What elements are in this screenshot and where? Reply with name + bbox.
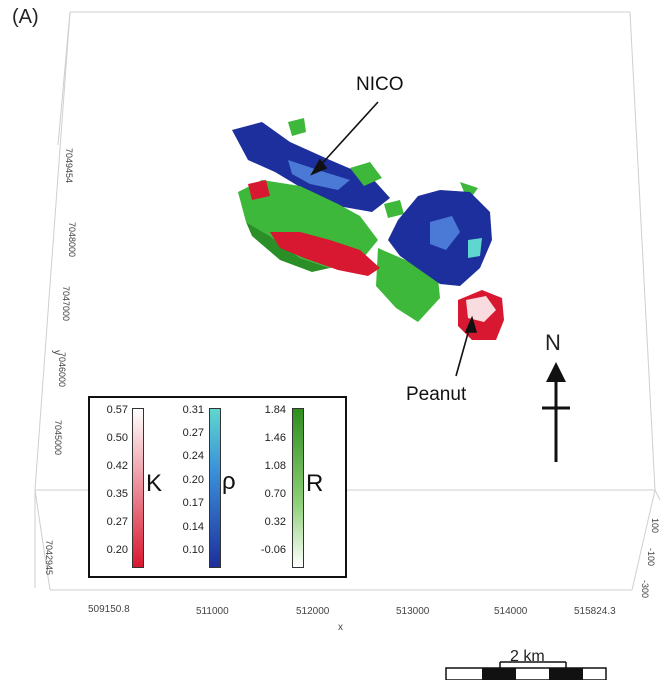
scale-bar [445, 661, 607, 680]
peanut-highlight [466, 296, 496, 322]
r-tick: 0.32 [264, 516, 286, 528]
x-tick: 511000 [196, 606, 229, 617]
y-tick: 7042945 [44, 540, 54, 576]
ore-bodies [232, 118, 504, 340]
r-tick: 1.84 [264, 404, 286, 416]
y-axis-label: y [51, 350, 62, 355]
x-tick: 514000 [494, 606, 528, 617]
rho-tick: 0.20 [182, 474, 204, 486]
y-tick: 7047000 [61, 286, 71, 322]
y-tick: 7049454 [64, 148, 74, 184]
legend: 0.57 0.50 0.42 0.35 0.27 0.20 K 0.31 0.2… [88, 396, 347, 578]
x-tick: 515824.3 [574, 606, 616, 617]
r-body-east [376, 248, 440, 322]
x-tick: 509150.8 [88, 604, 130, 615]
k-colorbar [132, 408, 144, 568]
rho-tick: 0.17 [182, 497, 204, 509]
rho-symbol: ρ [222, 468, 236, 495]
k-tick: 0.50 [106, 432, 128, 444]
k-tick: 0.42 [106, 460, 128, 472]
rho-colorbar [209, 408, 221, 568]
rho-body-west [232, 122, 390, 212]
x-tick: 512000 [296, 606, 330, 617]
z-tick: 100 [650, 518, 660, 534]
r-colorbar [292, 408, 304, 568]
k-body-west [248, 180, 270, 200]
nico-arrow [317, 101, 379, 169]
k-tick: 0.57 [106, 404, 128, 416]
peanut-label: Peanut [406, 384, 467, 405]
r-tick: 1.46 [264, 432, 286, 444]
r-fragment-3 [384, 200, 404, 218]
r-tick: 1.08 [264, 460, 286, 472]
k-tick: 0.27 [106, 516, 128, 528]
k-symbol: K [146, 470, 163, 497]
r-symbol: R [306, 470, 324, 497]
r-tick: -0.06 [260, 544, 286, 556]
y-tick: 7045000 [53, 420, 63, 456]
r-fragment-2 [350, 162, 382, 186]
callout-arrows [310, 101, 478, 377]
k-tick: 0.35 [106, 488, 128, 500]
x-tick: 513000 [396, 606, 430, 617]
y-tick: 7046000 [57, 352, 67, 388]
peanut-arrow [455, 325, 471, 377]
rho-tick: 0.10 [182, 544, 204, 556]
rho-tick: 0.24 [182, 450, 204, 462]
north-arrow [542, 362, 570, 462]
rho-tick: 0.14 [182, 521, 204, 533]
rho-tick: 0.27 [182, 427, 204, 439]
scale-bar-label: 2 km [510, 648, 545, 665]
north-label: N [545, 330, 561, 355]
z-tick: -100 [646, 548, 656, 567]
nico-label: NICO [356, 74, 404, 95]
rho-tick: 0.31 [182, 404, 204, 416]
rho-highlight-east [430, 216, 460, 250]
z-tick: -300 [640, 580, 650, 599]
r-body-main-shade [246, 222, 330, 272]
rho-highlight-west [288, 160, 350, 190]
r-fragment-1 [288, 118, 306, 136]
y-tick: 7048000 [67, 222, 77, 258]
rho-highlight-east-2 [468, 238, 482, 258]
r-tick: 0.70 [264, 488, 286, 500]
panel-label: (A) [12, 6, 39, 28]
k-body-main [270, 232, 380, 276]
k-tick: 0.20 [106, 544, 128, 556]
x-axis-label: x [338, 622, 343, 633]
